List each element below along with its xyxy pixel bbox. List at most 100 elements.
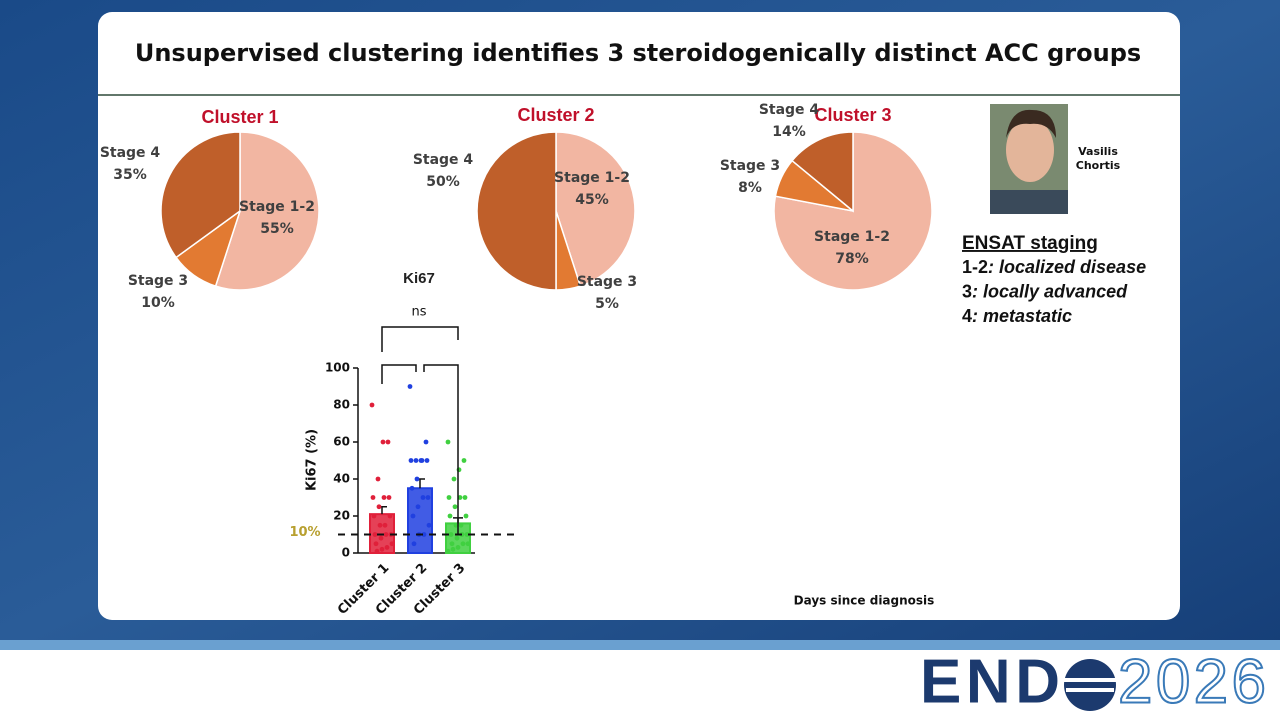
data-point	[449, 541, 455, 547]
data-point	[455, 545, 461, 550]
data-point	[372, 532, 378, 537]
slice-value: 78%	[835, 251, 869, 267]
y-tick-label: 100	[325, 361, 350, 375]
pie-slice	[791, 131, 854, 213]
slice-label: Stage 1-2	[554, 170, 630, 186]
data-point	[408, 458, 414, 463]
pie-slice	[476, 131, 557, 291]
data-point	[377, 522, 383, 528]
photo	[990, 104, 1068, 214]
data-point	[385, 439, 391, 445]
logo-globe	[1064, 659, 1116, 711]
y-tick-label: 20	[333, 509, 350, 523]
data-point	[463, 513, 469, 519]
y-axis-label: Ki67 (%)	[305, 429, 320, 491]
reference-label: 10%	[289, 525, 320, 540]
data-point	[464, 532, 470, 537]
data-point	[415, 504, 421, 510]
data-point	[446, 495, 452, 500]
data-point	[458, 522, 464, 528]
data-point	[452, 504, 458, 510]
stage-desc: : metastatic	[972, 306, 1072, 326]
data-point	[384, 545, 390, 550]
staging-item: 1-2: localized disease	[962, 257, 1146, 277]
stage: 3	[962, 281, 972, 301]
data-point	[409, 485, 415, 491]
slice-value: 14%	[772, 124, 806, 140]
data-point	[445, 439, 451, 445]
data-point	[457, 495, 463, 500]
data-point	[425, 495, 431, 500]
data-point	[371, 513, 377, 519]
data-point	[414, 476, 420, 482]
stage: 4	[962, 306, 972, 326]
data-point	[381, 495, 387, 500]
data-point	[378, 535, 384, 541]
pie-title: Cluster 3	[814, 105, 891, 125]
slice-value: 35%	[113, 167, 147, 183]
slice-label: Stage 3	[720, 158, 780, 174]
data-point	[370, 495, 376, 500]
data-point	[426, 522, 432, 528]
slice-label: Stage 3	[577, 274, 637, 290]
slice-label: Stage 4	[100, 145, 161, 161]
slide-title: Unsupervised clustering identifies 3 ste…	[135, 39, 1141, 67]
pie-slice	[555, 131, 636, 288]
y-tick-label: 0	[342, 546, 350, 560]
slice-value: 8%	[738, 180, 762, 196]
chart-title: Ki67	[403, 270, 435, 287]
data-point	[382, 522, 388, 528]
data-point	[419, 458, 425, 463]
data-point	[413, 458, 419, 463]
data-point	[375, 476, 381, 482]
data-point	[424, 458, 430, 463]
stripe	[0, 640, 1280, 650]
slice-label: Stage 4	[413, 152, 474, 168]
logo-text: END	[920, 647, 1060, 716]
data-point	[462, 495, 468, 500]
speaker-name: Vasilis	[1078, 145, 1118, 158]
significance-bracket	[381, 326, 459, 535]
data-point	[465, 541, 471, 547]
pie-slice	[214, 131, 320, 291]
data-point	[380, 439, 386, 445]
data-point	[383, 532, 389, 537]
data-point	[387, 513, 393, 519]
axis-caption: Days since diagnosis	[794, 594, 935, 608]
slice-value: 45%	[575, 192, 609, 208]
stage-desc: : locally advanced	[972, 281, 1128, 301]
data-point	[450, 546, 456, 552]
slice-label: Stage 3	[128, 273, 188, 289]
pie-slice	[773, 131, 933, 291]
data-point	[448, 532, 454, 537]
y-tick-label: 60	[333, 435, 350, 449]
slice-label: Stage 1-2	[239, 199, 315, 215]
pie-title: Cluster 1	[201, 107, 278, 127]
y-tick-label: 40	[333, 472, 350, 486]
data-point	[420, 495, 426, 500]
pie-slice	[160, 131, 241, 259]
data-point	[447, 513, 453, 519]
slice-value: 50%	[426, 174, 460, 190]
data-point	[453, 522, 459, 528]
slice-label: Stage 4	[759, 102, 820, 118]
data-point	[460, 541, 466, 547]
y-tick-label: 80	[333, 398, 350, 412]
slice-label: Stage 1-2	[814, 229, 890, 245]
slice-value: 10%	[141, 295, 175, 311]
staging-heading: ENSAT staging	[962, 233, 1098, 254]
data-point	[369, 402, 375, 408]
data-point	[410, 513, 416, 519]
data-point	[373, 541, 379, 547]
slice-value: 5%	[595, 296, 619, 312]
data-point	[374, 548, 380, 554]
data-point	[461, 458, 467, 463]
significance-label: ns	[411, 305, 426, 320]
data-point	[411, 541, 417, 547]
slice-value: 55%	[260, 221, 294, 237]
staging-item: 4: metastatic	[962, 306, 1072, 326]
data-point	[407, 384, 413, 389]
data-point	[445, 548, 451, 554]
